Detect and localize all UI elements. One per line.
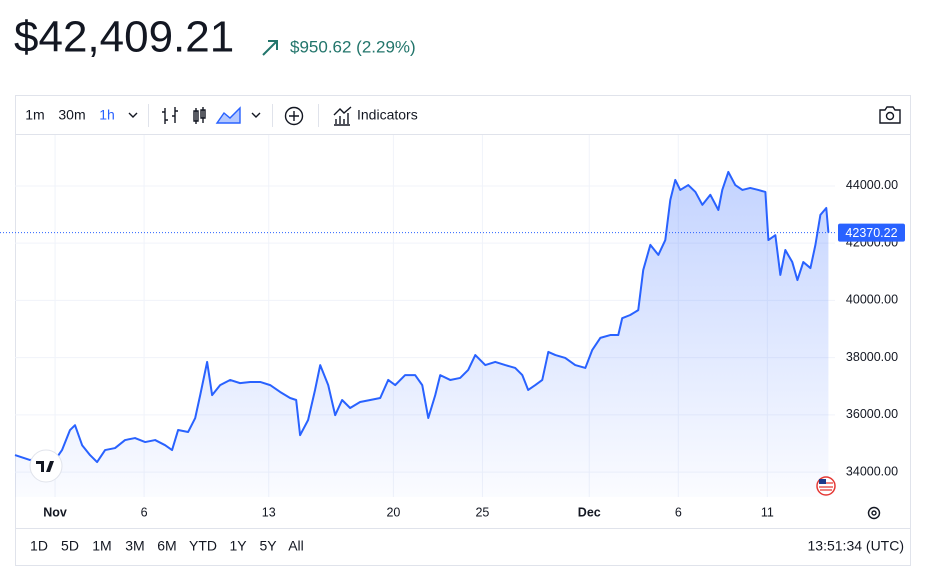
price-line — [14, 170, 830, 464]
price: $42,409.21 — [14, 13, 234, 62]
range-button[interactable]: YTD — [189, 538, 217, 554]
logo — [29, 449, 63, 483]
compare-icon[interactable] — [284, 106, 304, 126]
logo-mark — [36, 461, 54, 472]
bars-icon[interactable] — [162, 107, 178, 124]
style-dropdown[interactable] — [251, 112, 261, 118]
plot: 34000.0036000.0038000.0040000.0042000.00… — [0, 135, 905, 519]
range-button[interactable]: 5D — [61, 538, 79, 554]
x-tick-label: 11 — [761, 505, 774, 519]
clock: 13:51:34 (UTC) — [808, 538, 904, 554]
range-button[interactable]: All — [288, 538, 304, 554]
x-tick-label: 6 — [141, 505, 148, 519]
y-tick-label: 44000.00 — [846, 178, 898, 192]
x-tick-label: 13 — [262, 505, 276, 519]
y-tick-label: 38000.00 — [846, 350, 898, 364]
range-button[interactable]: 6M — [157, 538, 176, 554]
chart-frame — [15, 95, 911, 566]
x-tick-label: 20 — [386, 505, 400, 519]
snapshot-icon[interactable] — [879, 106, 901, 124]
y-tick-label: 34000.00 — [846, 464, 898, 478]
range-bar: 1D 5D 1M 3M 6M YTD 1Y 5Y All — [30, 538, 304, 554]
x-tick-label: Nov — [43, 505, 67, 519]
indicators-button[interactable]: Indicators — [357, 107, 418, 123]
up-arrow — [262, 40, 278, 56]
y-tick-label: 40000.00 — [846, 293, 898, 307]
last-price-label: 42370.22 — [845, 226, 897, 240]
interval-button[interactable]: 1h — [99, 107, 115, 123]
range-button[interactable]: 1M — [92, 538, 111, 554]
y-tick-label: 36000.00 — [846, 407, 898, 421]
x-tick-label: 6 — [675, 505, 682, 519]
range-button[interactable]: 5Y — [259, 538, 277, 554]
interval-dropdown[interactable] — [128, 112, 138, 118]
snapshot-lens — [885, 111, 895, 121]
area-icon[interactable] — [215, 106, 241, 124]
interval-button[interactable]: 1m — [25, 107, 44, 123]
last-price-badge — [838, 223, 905, 242]
range-button[interactable]: 1D — [30, 538, 48, 554]
compare-plus — [289, 111, 299, 121]
event-flag-canton — [819, 479, 826, 484]
x-tick-label: Dec — [578, 505, 601, 519]
interval-button[interactable]: 30m — [58, 107, 85, 123]
range-button[interactable]: 1Y — [229, 538, 247, 554]
price-change: $950.62 (2.29%) — [290, 37, 416, 56]
settings-hub — [871, 510, 877, 516]
candles-icon[interactable] — [193, 107, 206, 124]
indicators-icon[interactable] — [333, 106, 352, 126]
x-tick-label: 25 — [475, 505, 489, 519]
area-fill — [15, 171, 829, 498]
settings-icon[interactable] — [867, 506, 881, 520]
range-button[interactable]: 3M — [125, 538, 144, 554]
